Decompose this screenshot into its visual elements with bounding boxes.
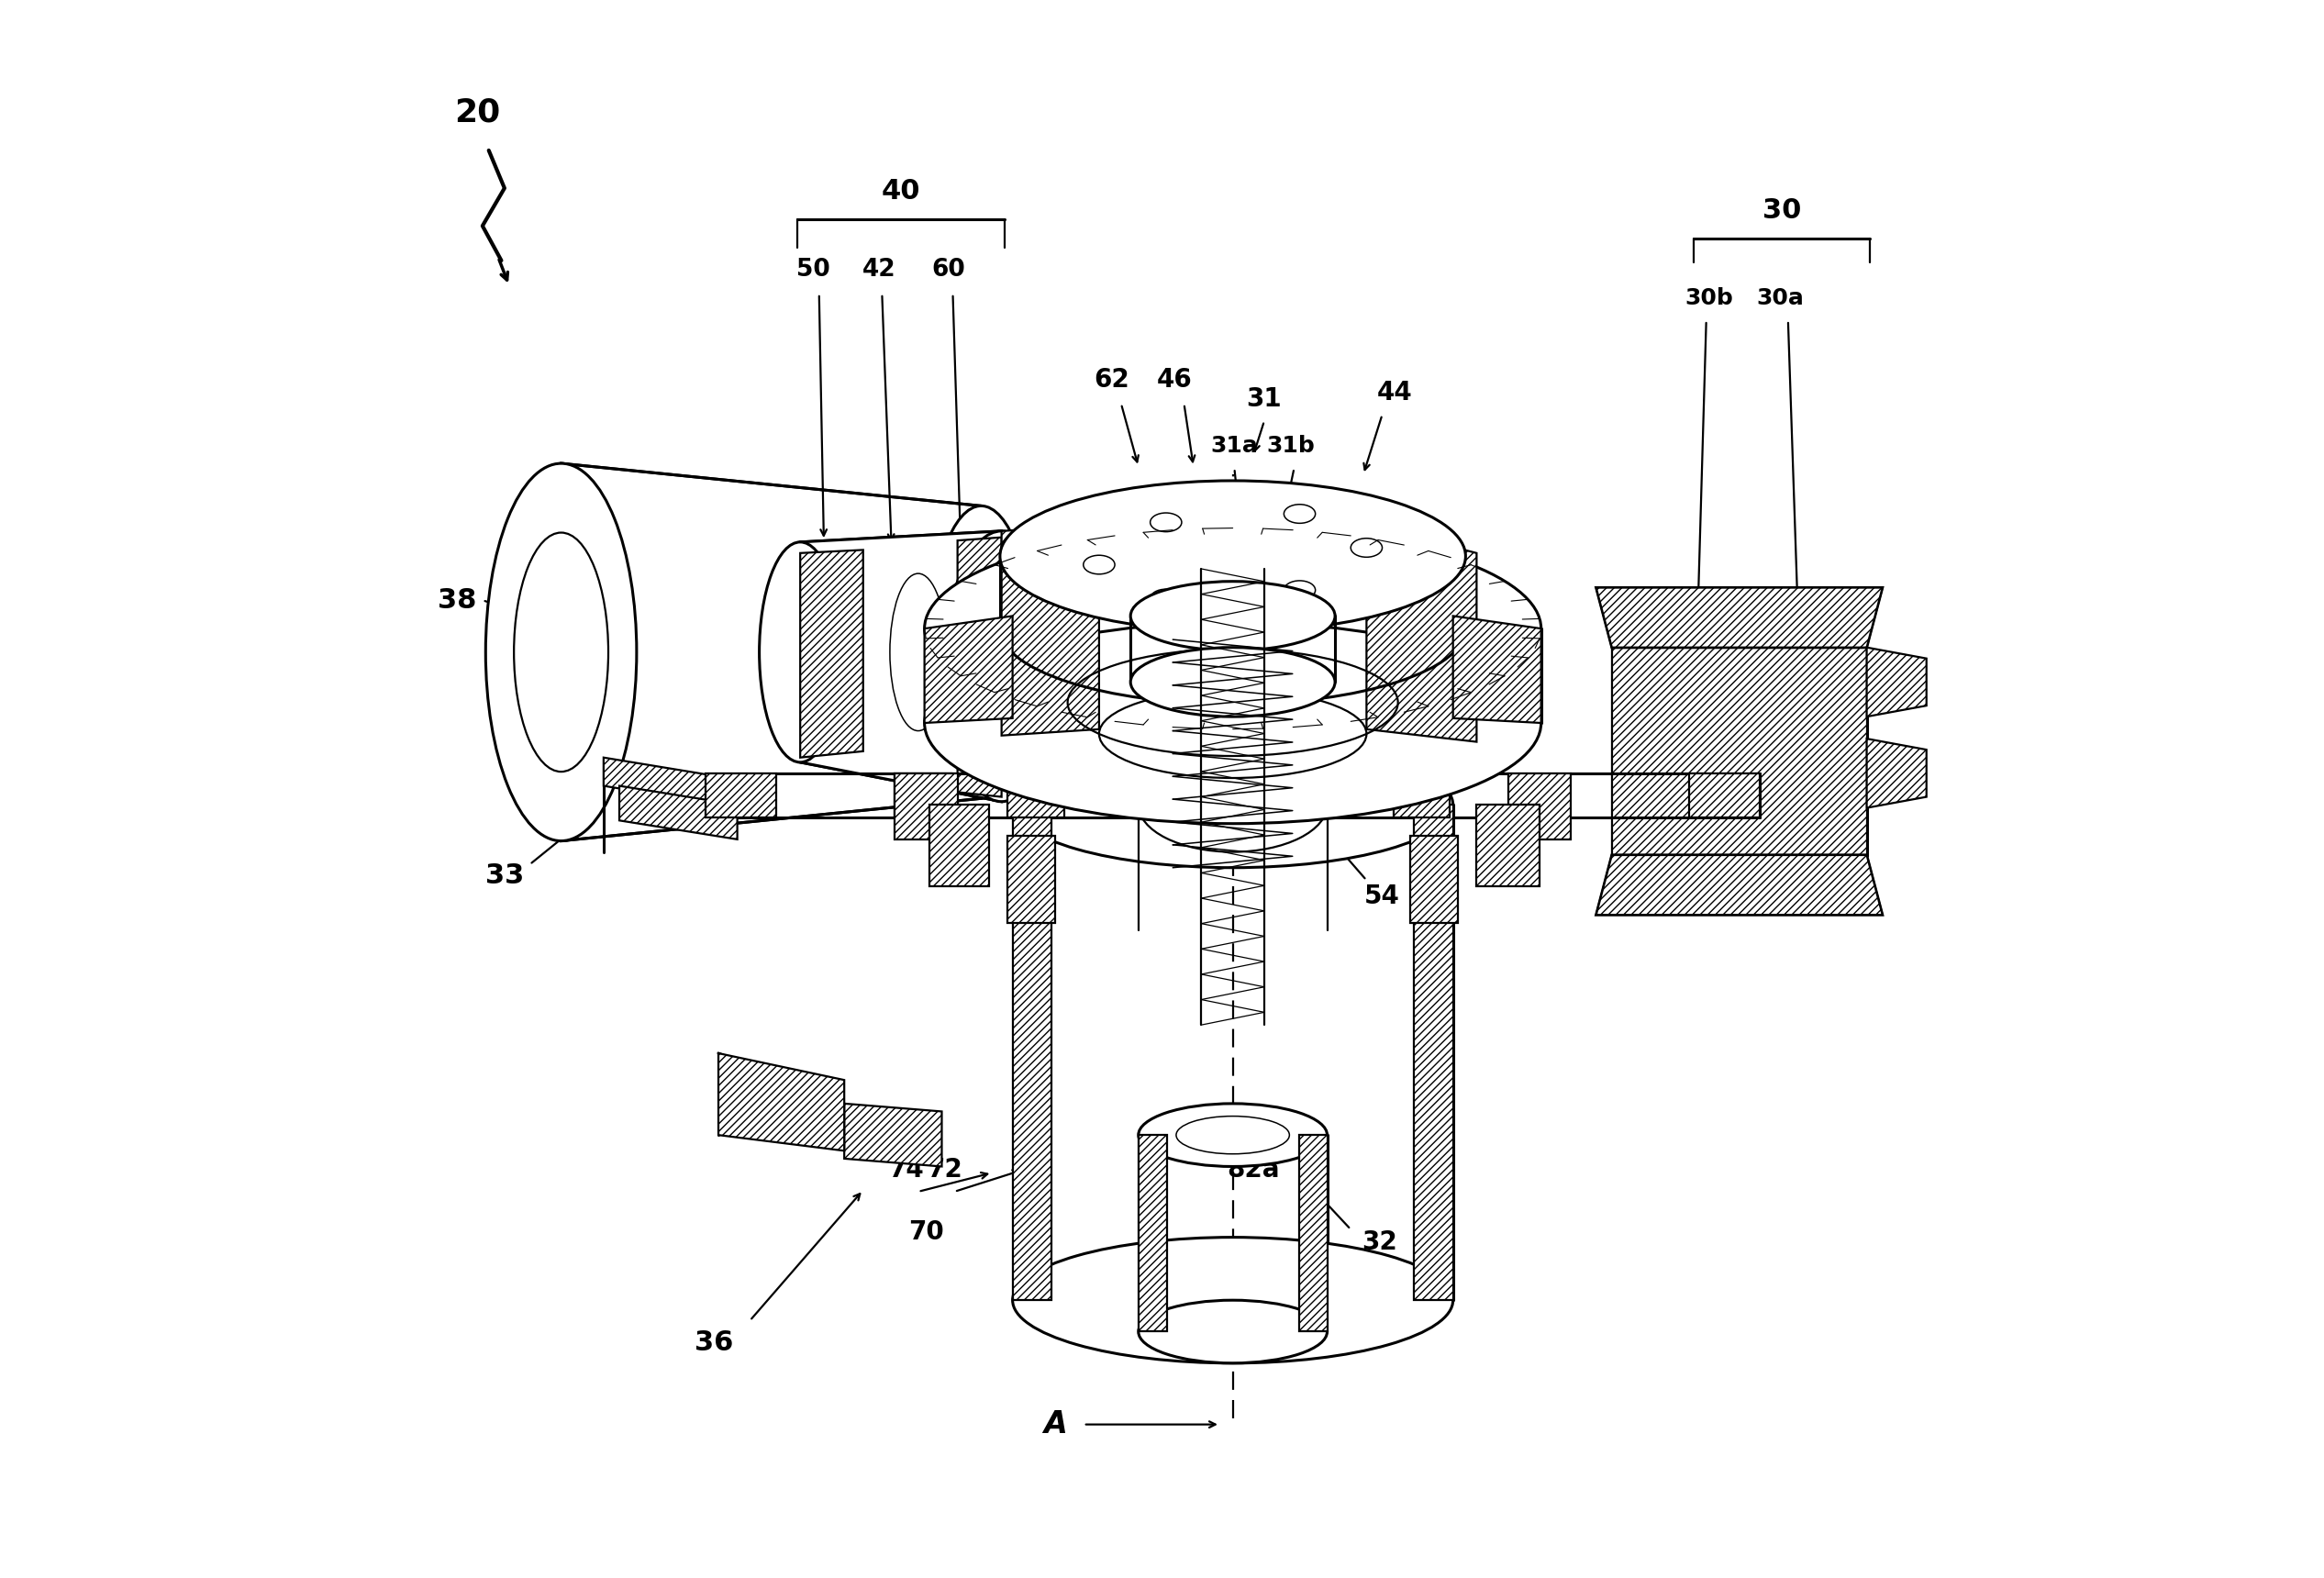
Text: A: A <box>1043 1409 1067 1439</box>
Polygon shape <box>560 464 981 841</box>
Text: 36: 36 <box>695 1329 732 1356</box>
Ellipse shape <box>1283 505 1315 524</box>
Ellipse shape <box>946 532 1057 802</box>
Ellipse shape <box>925 529 1541 729</box>
Polygon shape <box>1367 525 1476 742</box>
Text: 52: 52 <box>1666 701 1701 726</box>
Polygon shape <box>1299 1135 1327 1332</box>
Ellipse shape <box>1129 647 1334 716</box>
Text: 40: 40 <box>881 178 920 205</box>
Ellipse shape <box>925 622 1541 824</box>
Polygon shape <box>1452 615 1541 723</box>
Polygon shape <box>1597 587 1882 647</box>
Text: 46: 46 <box>1157 368 1192 393</box>
Text: 20: 20 <box>456 98 500 128</box>
Text: 62: 62 <box>1095 368 1129 393</box>
Ellipse shape <box>514 533 609 772</box>
Polygon shape <box>1476 805 1538 887</box>
Polygon shape <box>1013 805 1053 1300</box>
Text: 54: 54 <box>1364 884 1399 909</box>
Ellipse shape <box>1283 581 1315 600</box>
Ellipse shape <box>486 464 637 841</box>
Ellipse shape <box>1150 513 1181 532</box>
Polygon shape <box>1866 739 1927 808</box>
Text: 70: 70 <box>909 1220 944 1245</box>
Polygon shape <box>1690 773 1759 817</box>
Polygon shape <box>1392 773 1450 817</box>
Ellipse shape <box>1350 538 1383 557</box>
Polygon shape <box>799 532 1002 802</box>
Text: 30b: 30b <box>1685 287 1734 309</box>
Polygon shape <box>1002 525 1099 735</box>
Ellipse shape <box>1083 555 1116 574</box>
Polygon shape <box>1411 836 1457 923</box>
Polygon shape <box>1413 805 1452 1300</box>
Ellipse shape <box>1139 1300 1327 1363</box>
Text: 50: 50 <box>795 259 830 282</box>
Polygon shape <box>1009 836 1055 923</box>
Ellipse shape <box>930 507 1032 798</box>
Text: 30a: 30a <box>1757 287 1803 309</box>
Text: 30: 30 <box>1762 197 1801 224</box>
Ellipse shape <box>1129 581 1334 650</box>
Polygon shape <box>604 757 718 805</box>
Polygon shape <box>1866 647 1927 716</box>
Text: 31: 31 <box>1246 387 1283 412</box>
Polygon shape <box>618 786 737 839</box>
Text: 38: 38 <box>437 587 476 614</box>
Polygon shape <box>1597 855 1882 915</box>
Polygon shape <box>799 549 862 757</box>
Ellipse shape <box>1139 757 1327 852</box>
Polygon shape <box>1597 855 1882 915</box>
Polygon shape <box>957 538 1002 797</box>
Text: 72: 72 <box>927 1157 962 1182</box>
Polygon shape <box>844 1103 941 1166</box>
Text: 33: 33 <box>486 862 523 888</box>
Ellipse shape <box>999 481 1466 631</box>
Text: 44: 44 <box>1378 380 1413 406</box>
Text: 60: 60 <box>932 259 964 282</box>
Polygon shape <box>1508 773 1571 839</box>
Polygon shape <box>1613 647 1866 855</box>
Ellipse shape <box>1013 742 1452 868</box>
Polygon shape <box>1597 587 1882 647</box>
Ellipse shape <box>1150 589 1181 608</box>
Text: 42: 42 <box>862 259 895 282</box>
Text: 31b: 31b <box>1267 436 1315 458</box>
Polygon shape <box>1150 773 1206 817</box>
Polygon shape <box>1260 773 1315 817</box>
Polygon shape <box>925 615 1013 723</box>
Polygon shape <box>718 1053 844 1150</box>
Ellipse shape <box>1013 1237 1452 1363</box>
Polygon shape <box>895 773 957 839</box>
Text: 31a: 31a <box>1211 436 1257 458</box>
Polygon shape <box>1139 1135 1167 1332</box>
Text: 32: 32 <box>1362 1229 1397 1255</box>
Ellipse shape <box>760 543 841 762</box>
Polygon shape <box>1009 773 1064 817</box>
Polygon shape <box>706 773 776 817</box>
Text: 82a: 82a <box>1227 1157 1281 1182</box>
Polygon shape <box>895 773 951 817</box>
Text: 74: 74 <box>888 1157 923 1182</box>
Polygon shape <box>1613 647 1866 855</box>
Ellipse shape <box>1139 1103 1327 1166</box>
Polygon shape <box>930 805 990 887</box>
